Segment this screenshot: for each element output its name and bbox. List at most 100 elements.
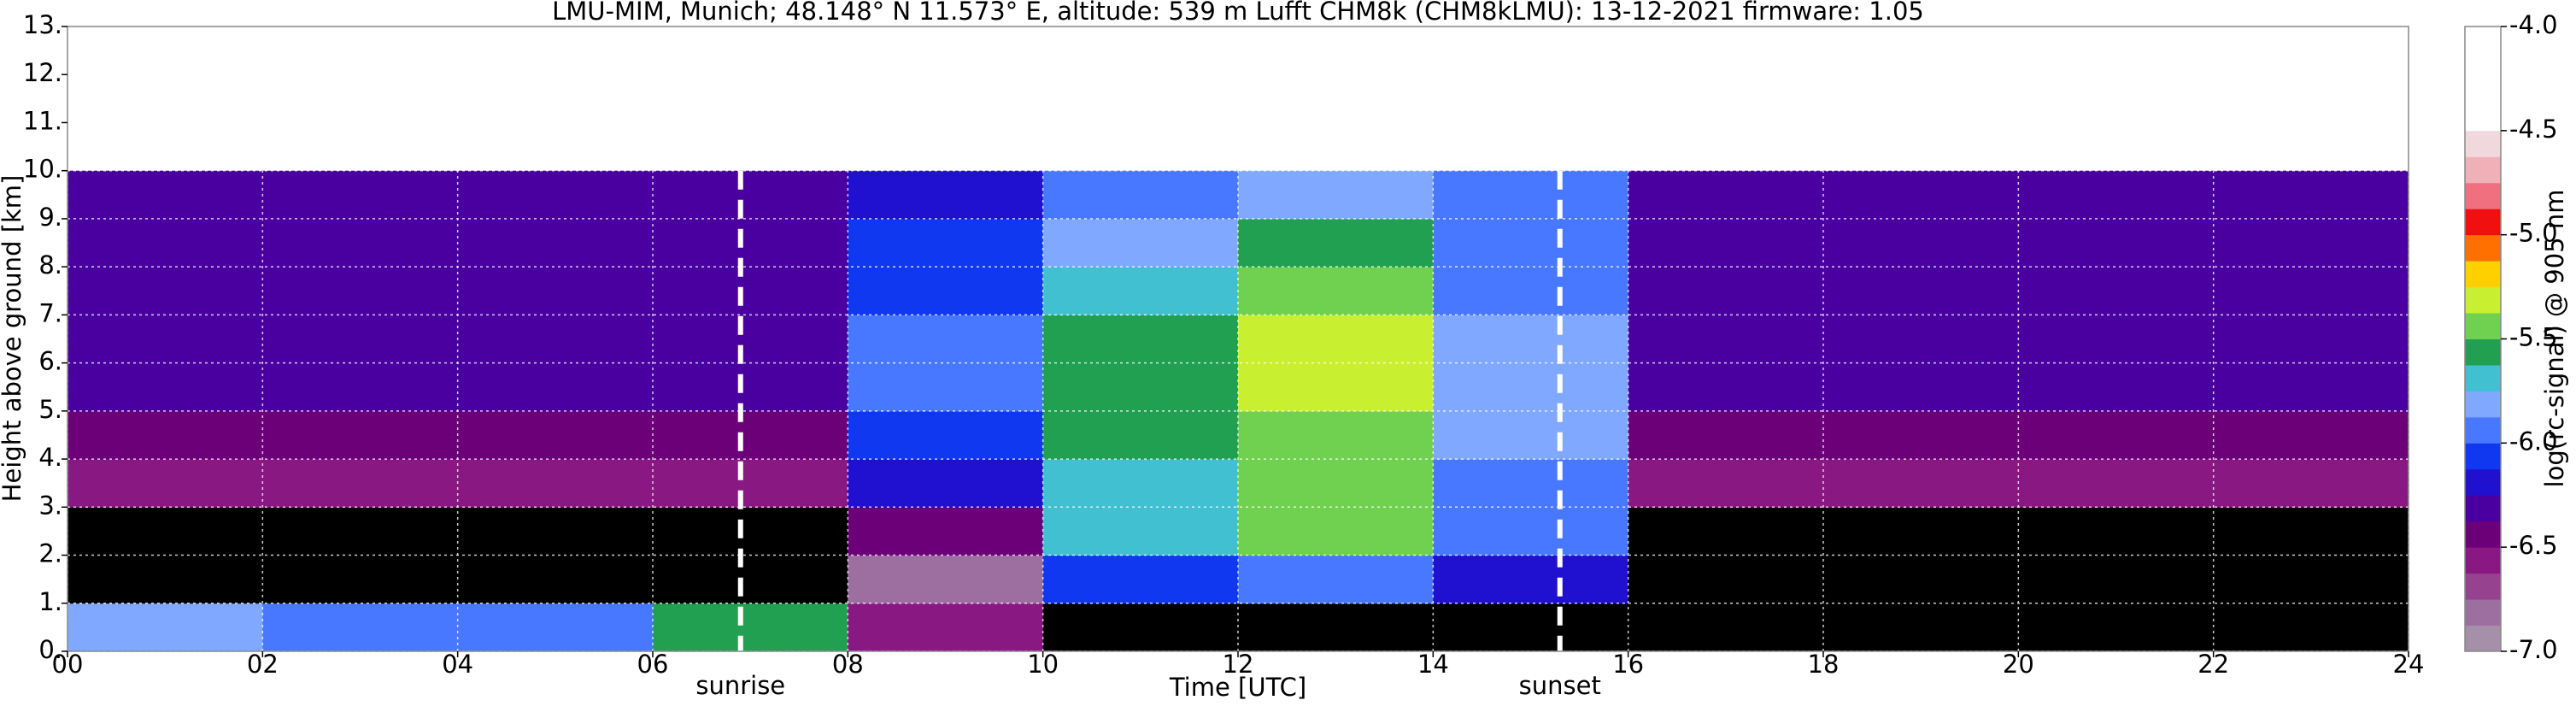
colorbar-segment: [2465, 391, 2501, 418]
heatmap-cell: [1042, 218, 1239, 268]
heatmap-cell: [67, 459, 263, 508]
colorbar-tick-label: -7.0: [2509, 635, 2558, 664]
heatmap-cell: [848, 362, 1044, 412]
heatmap-cell: [2018, 267, 2215, 315]
heatmap-cell: [848, 459, 1044, 508]
y-axis-label: Height above ground [km]: [0, 175, 26, 503]
heatmap-cell: [457, 555, 654, 604]
heatmap-cell: [262, 555, 459, 604]
y-tick-label: 13.: [23, 10, 62, 39]
x-tick-label: 00: [52, 650, 84, 679]
heatmap-cell: [1042, 267, 1239, 315]
heatmap-cell: [1628, 218, 1824, 268]
heatmap-cell: [1238, 362, 1434, 412]
heatmap-cell: [848, 267, 1044, 315]
heatmap-cell: [2018, 170, 2215, 220]
heatmap-cell: [653, 267, 848, 315]
colorbar-segment: [2465, 234, 2501, 262]
x-tick-label: 14: [1417, 650, 1449, 679]
colorbar-label: log(rc-signal) @ 905 nm: [2540, 190, 2569, 488]
heatmap-cell: [457, 170, 654, 220]
heatmap-cell: [2213, 507, 2409, 556]
x-tick-label: 18: [1808, 650, 1840, 679]
heatmap-cell: [848, 218, 1044, 268]
colorbar-segment: [2465, 52, 2501, 79]
heatmap-cell: [848, 170, 1044, 220]
heatmap-cell: [2018, 315, 2215, 364]
heatmap-cell: [262, 459, 459, 508]
y-tick-label: 8.: [38, 250, 62, 279]
heatmap-cell: [1042, 507, 1239, 556]
y-tick-label: 1.: [38, 587, 62, 616]
heatmap-cell: [1823, 170, 2019, 220]
heatmap-cell: [1433, 267, 1629, 315]
heatmap-cell: [2213, 218, 2409, 268]
heatmap-cell: [1433, 410, 1629, 460]
heatmap-cell: [848, 555, 1044, 604]
heatmap-cell: [67, 315, 263, 364]
heatmap-cell: [848, 410, 1044, 460]
colorbar-segment: [2465, 521, 2501, 548]
x-tick-label: 16: [1612, 650, 1644, 679]
heatmap-cell: [1042, 459, 1239, 508]
x-tick-label: 10: [1027, 650, 1059, 679]
heatmap-cell: [67, 362, 263, 412]
heatmap-cell: [2213, 362, 2409, 412]
colorbar-segment: [2465, 364, 2501, 391]
y-tick-label: 11.: [23, 106, 62, 135]
y-tick-label: 6.: [38, 347, 62, 376]
heatmap-cell: [262, 170, 459, 220]
heatmap-cell: [2018, 507, 2215, 556]
heatmap-cell: [2213, 603, 2409, 652]
x-tick-label: 02: [247, 650, 279, 679]
heatmap-cell: [2213, 555, 2409, 604]
heatmap-cell: [1433, 603, 1629, 652]
heatmap-cell: [1238, 267, 1434, 315]
heatmap-cell: [1823, 410, 2019, 460]
heatmap-cell: [848, 507, 1044, 556]
heatmap-cell: [2018, 218, 2215, 268]
heatmap-cell: [1823, 507, 2019, 556]
heatmap-cell: [457, 267, 654, 315]
heatmap-cell: [1823, 555, 2019, 604]
x-tick-label: 04: [442, 650, 473, 679]
heatmap-cell: [1238, 315, 1434, 364]
colorbar-segment: [2465, 104, 2501, 132]
heatmap-cell: [1823, 218, 2019, 268]
colorbar-segment: [2465, 338, 2501, 366]
heatmap-cell: [1433, 555, 1629, 604]
colorbar-segment: [2465, 130, 2501, 157]
annotation-label: sunrise: [695, 671, 785, 700]
colorbar-tick-label: -4.0: [2509, 10, 2558, 39]
heatmap-cell: [1042, 362, 1239, 412]
colorbar-segment: [2465, 209, 2501, 236]
x-tick-label: 20: [2003, 650, 2034, 679]
colorbar-segment: [2465, 625, 2501, 652]
heatmap-cell: [1433, 315, 1629, 364]
colorbar-tick-label: -4.5: [2509, 115, 2558, 144]
heatmap-cell: [457, 362, 654, 412]
y-tick-label: 2.: [38, 539, 62, 568]
heatmap-cell: [67, 555, 263, 604]
heatmap-cell: [457, 218, 654, 268]
heatmap-cell: [1628, 507, 1824, 556]
colorbar-segment: [2465, 286, 2501, 314]
heatmap-cell: [457, 410, 654, 460]
heatmap-cell: [1433, 218, 1629, 268]
y-tick-label: 0.: [38, 635, 62, 664]
heatmap-cell: [262, 315, 459, 364]
heatmap-cell: [1628, 170, 1824, 220]
colorbar-tick-label: -5.5: [2509, 323, 2558, 352]
annotation-label: sunset: [1519, 671, 1601, 700]
heatmap-cell: [1823, 267, 2019, 315]
heatmap-cell: [1433, 170, 1629, 220]
y-tick-label: 7.: [38, 298, 62, 327]
colorbar-tick-label: -6.0: [2509, 427, 2558, 456]
heatmap-cell: [848, 315, 1044, 364]
heatmap-cell: [1433, 362, 1629, 412]
colorbar-segment: [2465, 156, 2501, 184]
heatmap-cell: [262, 410, 459, 460]
heatmap-cell: [1823, 459, 2019, 508]
y-tick-label: 4.: [38, 443, 62, 472]
